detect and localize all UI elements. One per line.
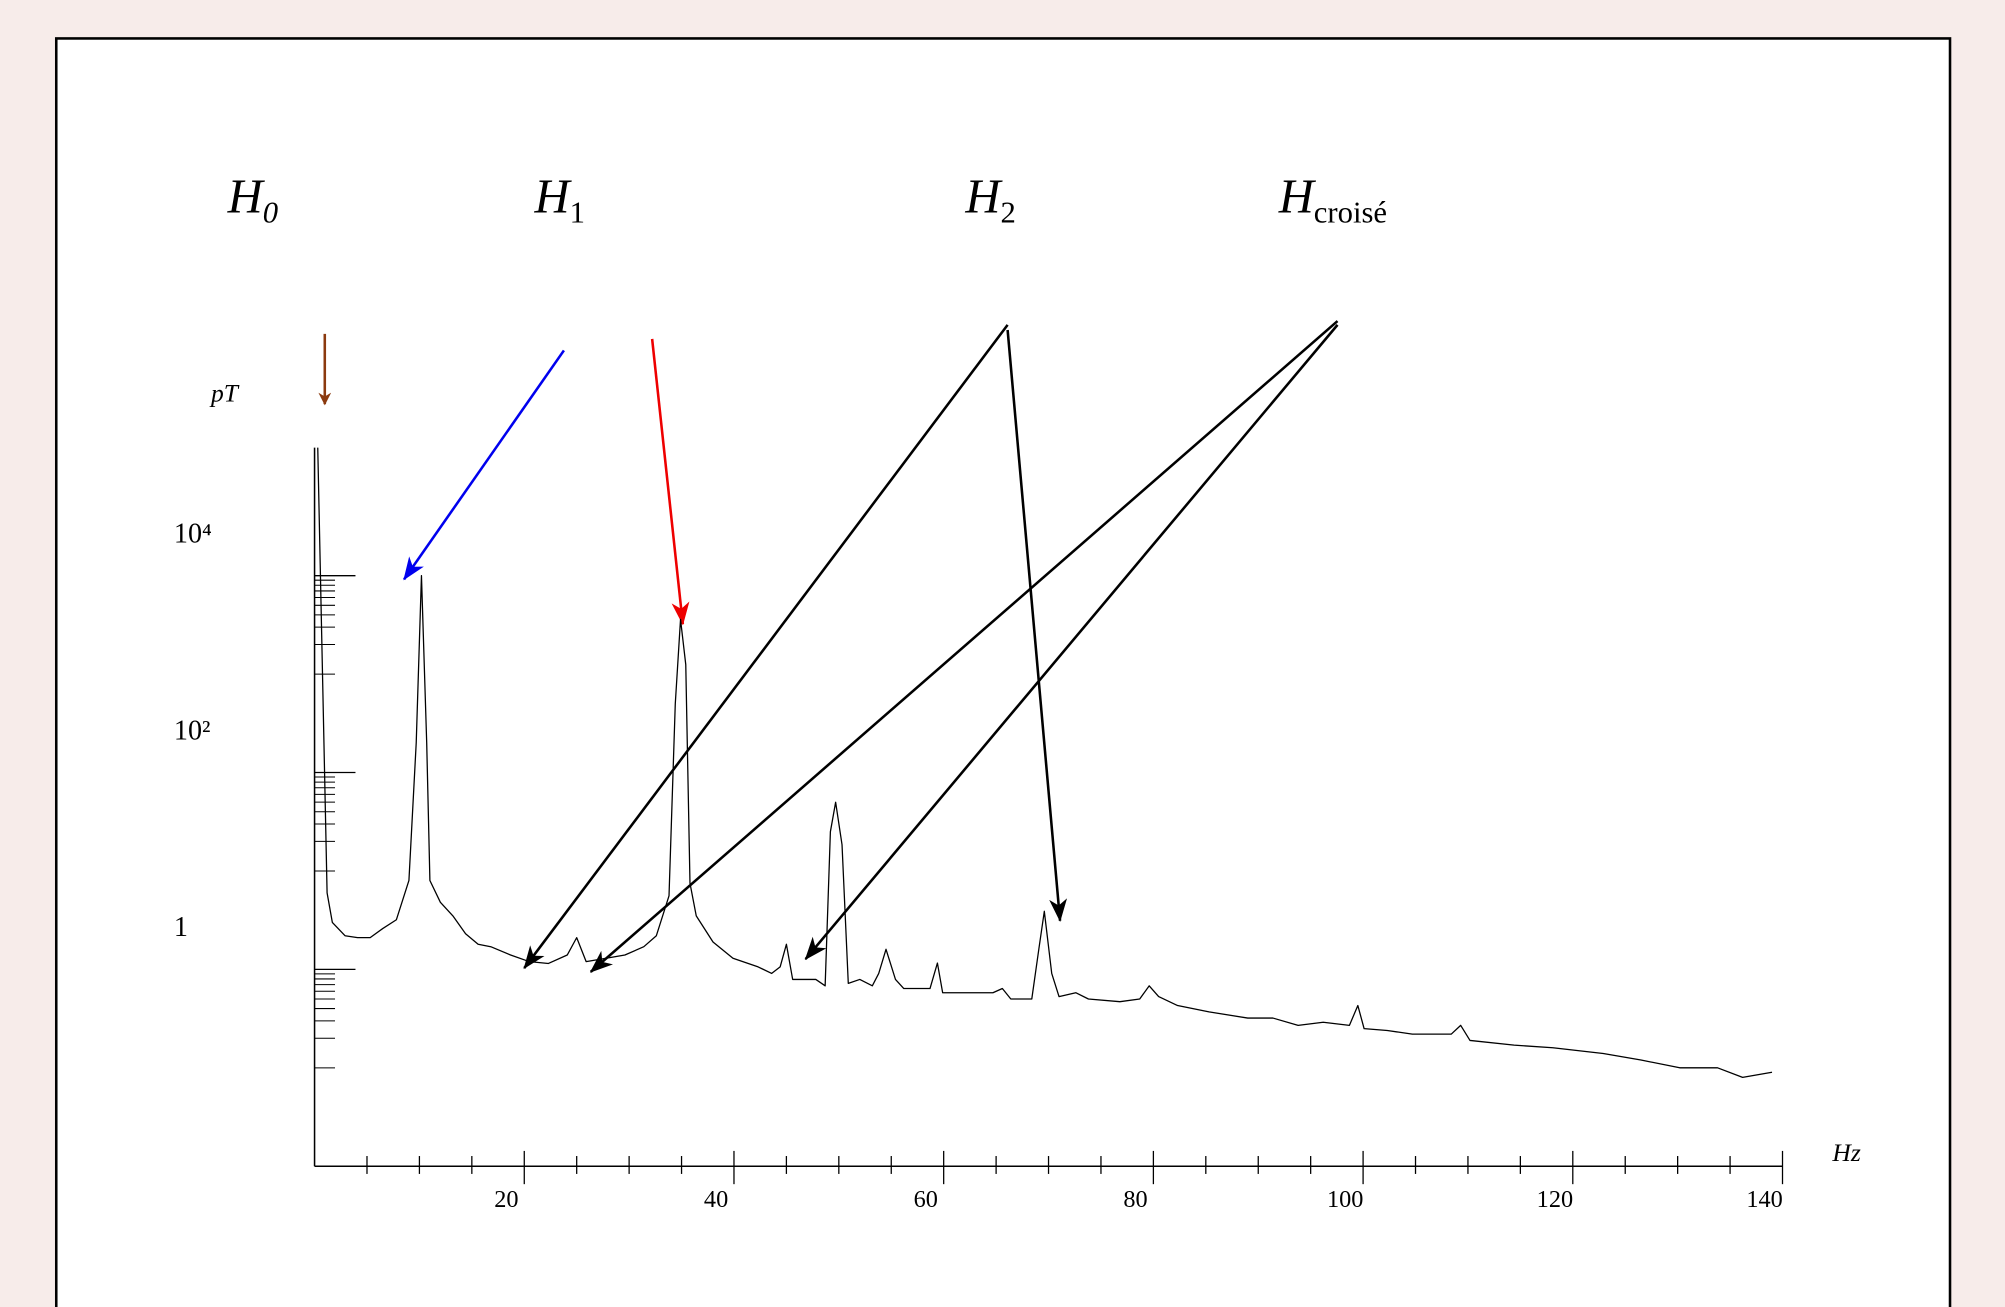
x-tick-label: 60 <box>914 1186 938 1213</box>
spectrum-line <box>317 447 1773 1079</box>
x-tick-label: 80 <box>1123 1186 1147 1213</box>
x-axis-label: Hz <box>1831 1138 1860 1167</box>
arrows <box>318 320 1339 973</box>
annotation: Hcroisé <box>1278 169 1387 229</box>
frame <box>54 37 1952 1307</box>
y-tick-label: 10² <box>174 715 211 746</box>
annotation-text: H <box>533 169 572 223</box>
x-tick-label: 20 <box>494 1186 518 1213</box>
x-tick-label: 120 <box>1537 1186 1573 1213</box>
annotation: H2 <box>964 169 1015 229</box>
annotation-text: H <box>964 169 1003 223</box>
arrow <box>589 320 1339 973</box>
arrow <box>804 324 1339 961</box>
annotation-sub: 0 <box>263 196 278 230</box>
arrow <box>1006 329 1068 923</box>
annotation-text: H <box>1278 169 1317 223</box>
x-tick-label: 100 <box>1327 1186 1363 1213</box>
y-tick-label: 1 <box>174 912 188 943</box>
annotation-sub: croisé <box>1314 196 1387 230</box>
annotation-sub: 1 <box>570 196 585 230</box>
arrow <box>403 349 565 581</box>
y-axis-label: pT <box>209 379 240 408</box>
arrow <box>523 324 1009 970</box>
annotation: H1 <box>533 169 584 229</box>
x-tick-label: 140 <box>1746 1186 1782 1213</box>
arrow <box>650 338 690 626</box>
x-tick-label: 40 <box>704 1186 728 1213</box>
annotation: H0 <box>227 169 278 229</box>
annotation-text: H <box>227 169 266 223</box>
annotation-sub: 2 <box>1001 196 1016 230</box>
y-tick-label: 10⁴ <box>174 518 212 549</box>
